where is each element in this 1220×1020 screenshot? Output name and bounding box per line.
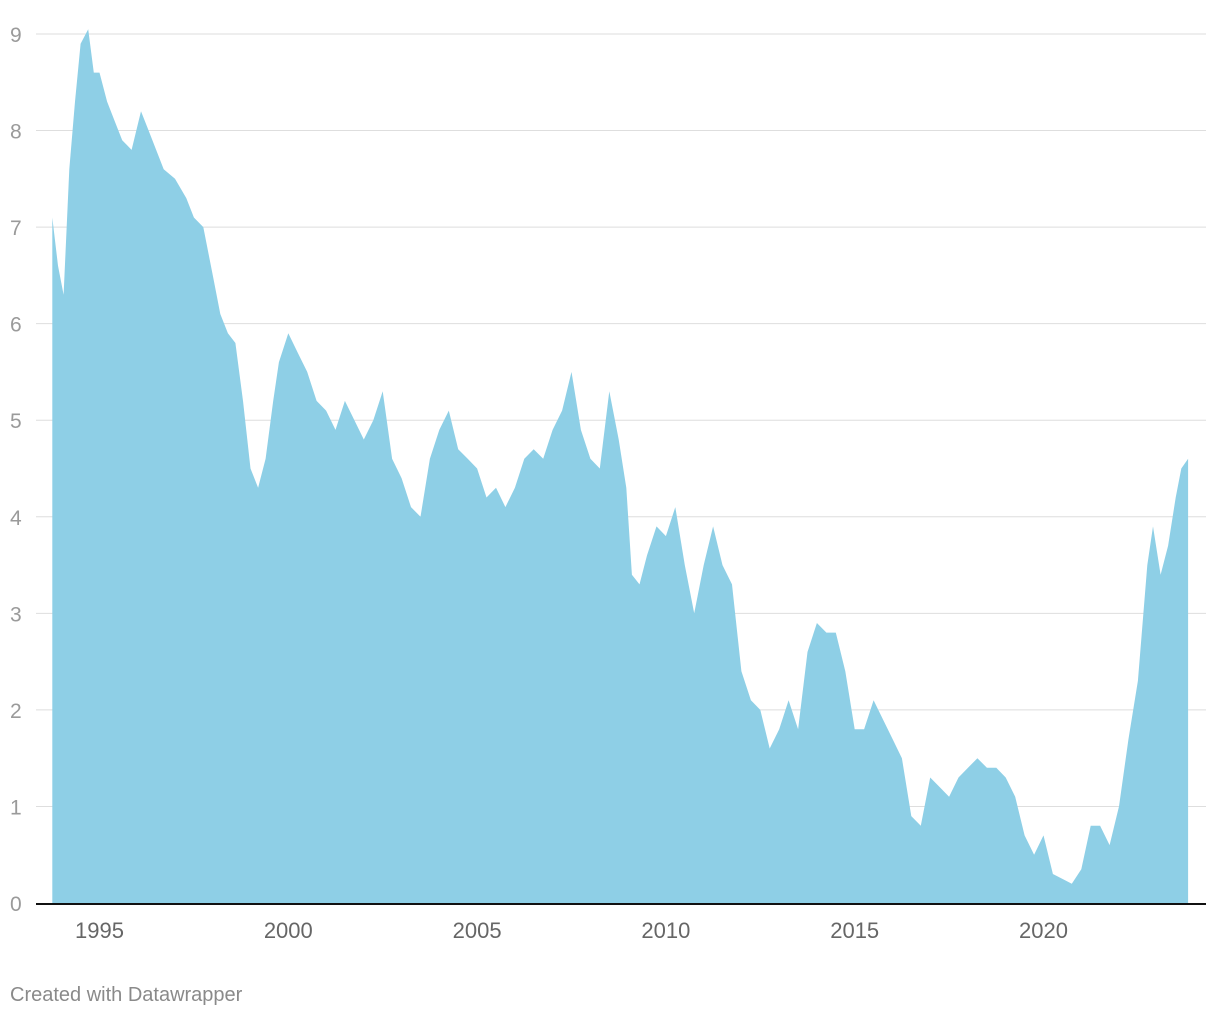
axes: 0 1 2 3 4 5 6 7 8 9 1995 2000 2005 2010 2015 2020 <box>10 24 1206 943</box>
x-tick-label: 2015 <box>830 918 879 943</box>
credit-footer: Created with Datawrapper <box>10 984 243 1006</box>
y-tick-label: 4 <box>10 507 22 530</box>
x-tick-label: 2005 <box>453 918 502 943</box>
x-tick-label: 2000 <box>264 918 313 943</box>
y-tick-label: 3 <box>10 603 22 626</box>
area-fill-series-0 <box>52 29 1189 903</box>
y-tick-label: 8 <box>10 121 22 144</box>
y-tick-label: 9 <box>10 24 22 47</box>
x-tick-label: 2010 <box>641 918 690 943</box>
y-tick-label: 6 <box>10 314 22 337</box>
y-tick-label: 5 <box>10 410 22 433</box>
x-tick-label: 2020 <box>1019 918 1068 943</box>
y-tick-label: 0 <box>10 893 22 916</box>
area-series <box>52 29 1189 903</box>
x-tick-label: 1995 <box>75 918 124 943</box>
y-tick-label: 1 <box>10 796 22 819</box>
y-tick-label: 7 <box>10 217 22 240</box>
y-tick-label: 2 <box>10 700 22 723</box>
